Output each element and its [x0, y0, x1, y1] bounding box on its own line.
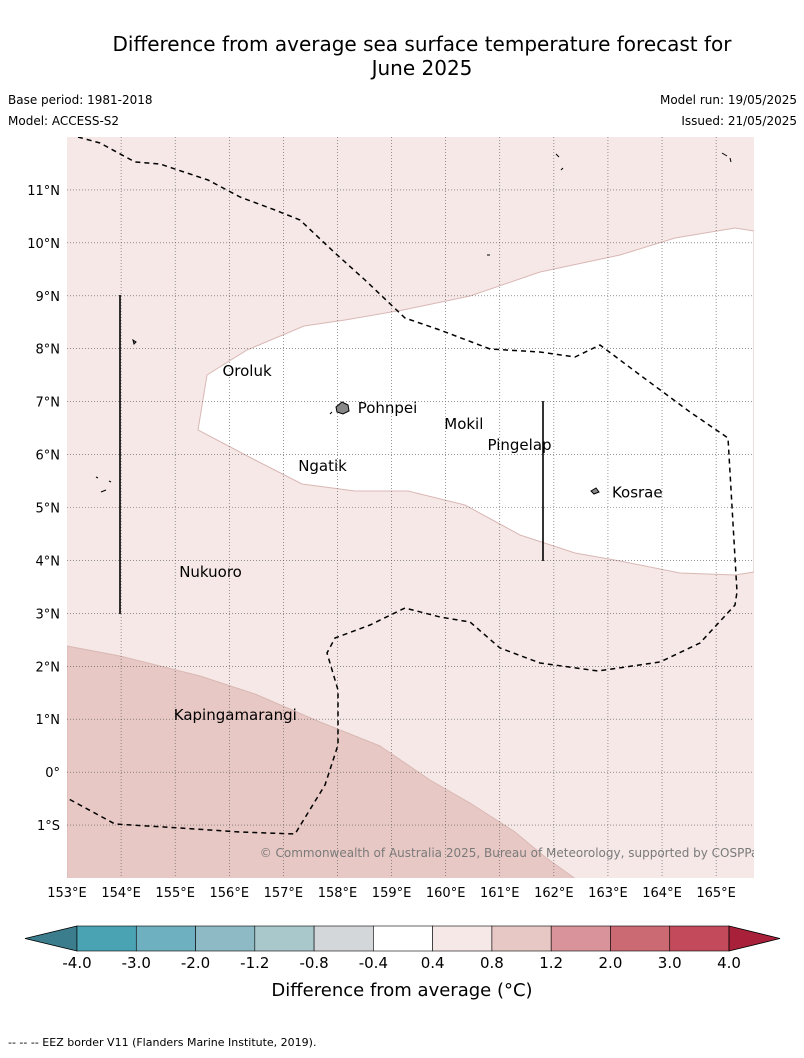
colorbar-extend-low	[24, 925, 78, 952]
colorbar-labels: -4.0 -3.0 -2.0 -1.2 -0.8 -0.4 0.4 0.8 1.2 2.0 3.0 4…	[62, 954, 741, 972]
colorbar-segment	[610, 925, 671, 952]
colorbar-tick-label: -2.0	[181, 954, 210, 972]
colorbar-tick-label: 4.0	[717, 954, 741, 972]
anomaly-band-0-8-1-2	[67, 645, 576, 878]
title-line-2: June 2025	[371, 56, 473, 80]
place-labels: Oroluk Pohnpei Mokil Pingelap Ngatik Kosrae Nu…	[174, 362, 663, 724]
colorbar-tick-label: 3.0	[658, 954, 682, 972]
colorbar-tick-label: 1.2	[539, 954, 563, 972]
copyright-notice: © Commonwealth of Australia 2025, Bureau…	[260, 846, 765, 860]
kosrae-island	[590, 487, 600, 495]
longitude-tick-label: 163°E	[588, 886, 628, 901]
latitude-tick-label: 8°N	[36, 343, 61, 358]
graticule	[67, 137, 754, 878]
latitude-tick-label: 7°N	[36, 396, 61, 411]
longitude-tick-label: 158°E	[318, 886, 358, 901]
colorbar-tick-label: 0.8	[480, 954, 504, 972]
colorbar-segment	[491, 925, 552, 952]
colorbar-segment	[76, 925, 137, 952]
colorbar-tick-label: -4.0	[62, 954, 91, 972]
pohnpei-island	[335, 401, 350, 415]
colorbar-tick-label: -3.0	[122, 954, 151, 972]
eez-border	[67, 137, 738, 835]
colorbar-tick-label: -0.4	[359, 954, 388, 972]
longitude-labels: 153°E 154°E 155°E 156°E 157°E 158°E 159°E 160°E…	[47, 886, 736, 901]
longitude-tick-label: 165°E	[696, 886, 736, 901]
colorbar-extend-high	[728, 925, 781, 952]
longitude-tick-label: 155°E	[155, 886, 195, 901]
latitude-tick-label: 1°S	[37, 819, 60, 834]
longitude-tick-label: 153°E	[47, 886, 87, 901]
longitude-tick-label: 164°E	[642, 886, 682, 901]
latitude-tick-label: 6°N	[36, 449, 61, 464]
colorbar-segment	[254, 925, 315, 952]
island-marker	[132, 338, 137, 345]
latitude-tick-label: 11°N	[27, 184, 60, 199]
colorbar-tick-label: 2.0	[599, 954, 623, 972]
map-area: © Commonwealth of Australia 2025, Bureau…	[67, 137, 765, 878]
chart-title: Difference from average sea surface temp…	[40, 32, 804, 80]
place-label: Pohnpei	[358, 399, 418, 417]
issued-label: Issued: 21/05/2025	[681, 114, 797, 128]
longitude-tick-label: 156°E	[210, 886, 250, 901]
place-label: Nukuoro	[179, 563, 242, 581]
colorbar-segment	[373, 925, 433, 952]
colorbar-title: Difference from average (°C)	[271, 980, 533, 1001]
latitude-tick-label: 5°N	[36, 502, 61, 517]
longitude-tick-label: 159°E	[372, 886, 412, 901]
colorbar-segment	[669, 925, 730, 952]
latitude-tick-label: 4°N	[36, 554, 61, 569]
longitude-tick-label: 162°E	[534, 886, 574, 901]
colorbar-tick-label: 0.4	[421, 954, 445, 972]
colorbar-segment	[135, 925, 196, 952]
latitude-tick-label: 0°	[45, 766, 60, 781]
place-label: Kosrae	[612, 484, 663, 502]
colorbar-tick-label: -1.2	[240, 954, 269, 972]
latitude-tick-label: 9°N	[36, 290, 61, 305]
colorbar-segment	[432, 925, 493, 952]
model-label: Model: ACCESS-S2	[8, 114, 120, 128]
place-label: Oroluk	[222, 362, 271, 380]
latitude-tick-label: 1°N	[36, 713, 61, 728]
longitude-tick-label: 154°E	[101, 886, 141, 901]
longitude-tick-label: 160°E	[426, 886, 466, 901]
colorbar-tick-label: -0.8	[299, 954, 328, 972]
latitude-tick-label: 10°N	[27, 237, 60, 252]
colorbar-segment	[550, 925, 611, 952]
small-atolls	[95, 152, 732, 493]
colorbar-segment	[313, 925, 374, 952]
title-line-1: Difference from average sea surface temp…	[112, 32, 732, 56]
colorbar-segment	[195, 925, 256, 952]
place-label: Kapingamarangi	[174, 706, 297, 724]
colorbar-segments	[24, 925, 781, 952]
latitude-tick-label: 2°N	[36, 660, 61, 675]
longitude-tick-label: 157°E	[264, 886, 304, 901]
latitude-labels: 11°N 10°N 9°N 8°N 7°N 6°N 5°N 4°N 3°N 2°N 1°N 0° 1°S	[27, 184, 60, 834]
place-label: Pingelap	[488, 436, 552, 454]
latitude-tick-label: 3°N	[36, 607, 61, 622]
model-run-label: Model run: 19/05/2025	[659, 93, 797, 107]
longitude-tick-label: 161°E	[480, 886, 520, 901]
eez-footnote: -- -- -- EEZ border V11 (Flanders Marine…	[8, 1036, 317, 1049]
place-label: Mokil	[444, 415, 483, 433]
place-label: Ngatik	[298, 457, 347, 475]
sst-map: © Commonwealth of Australia 2025, Bureau…	[27, 137, 765, 901]
base-period-label: Base period: 1981-2018	[8, 93, 153, 107]
